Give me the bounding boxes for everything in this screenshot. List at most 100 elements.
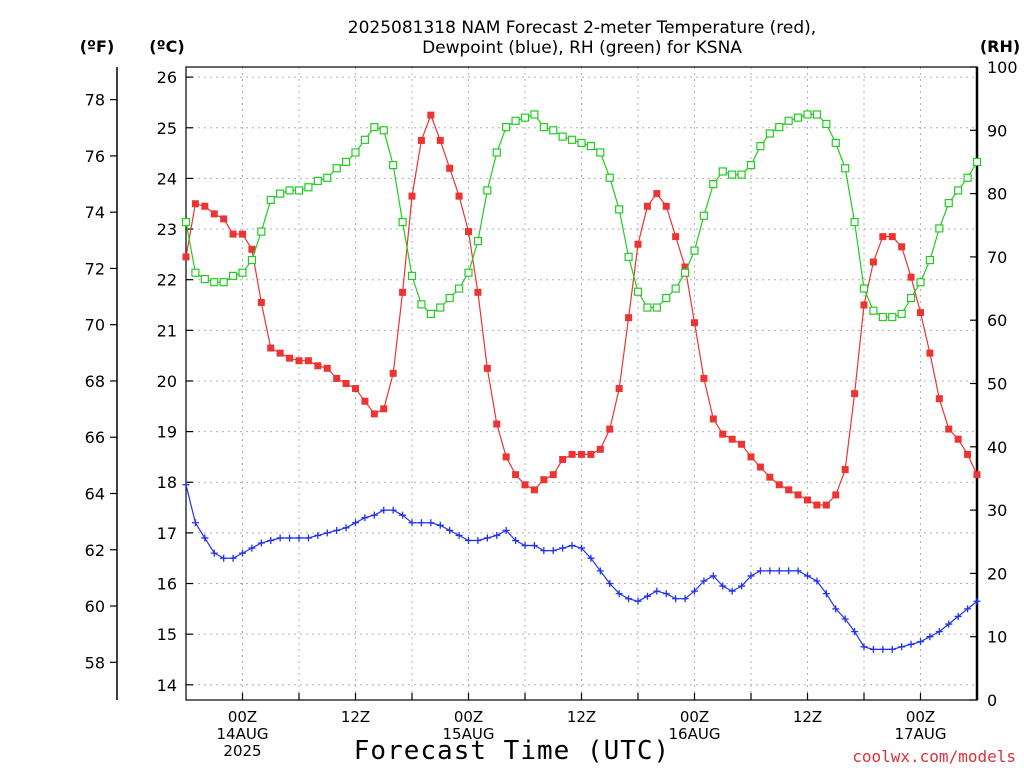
temperature-point (709, 415, 717, 423)
dewpoint-point (756, 567, 764, 575)
dewpoint-point (700, 577, 708, 585)
temperature-point (201, 202, 209, 210)
temperature-point (691, 319, 698, 327)
dewpoint-point (333, 526, 341, 534)
rh-point (954, 186, 963, 195)
dewpoint-point (860, 643, 868, 651)
fahrenheit-tick-label: 68 (85, 372, 105, 391)
temperature-point (945, 425, 953, 433)
dewpoint-point (267, 536, 275, 544)
dewpoint-point (719, 582, 727, 590)
temperature-point (210, 210, 218, 218)
dewpoint-point (691, 587, 698, 595)
fahrenheit-unit-label: (ºF) (80, 37, 115, 56)
dewpoint-point (907, 640, 915, 648)
temperature-point (672, 233, 680, 241)
temperature-point (380, 405, 388, 413)
temperature-point (756, 463, 764, 471)
rh-point (210, 278, 219, 287)
celsius-tick-label: 19 (157, 423, 177, 442)
dewpoint-point (276, 534, 284, 542)
fahrenheit-tick-label: 62 (85, 541, 105, 560)
temperature-point (549, 471, 557, 479)
temperature-point (578, 450, 585, 458)
celsius-unit-label: (ºC) (149, 37, 184, 56)
x-tick-label: 12Z (341, 708, 370, 726)
dewpoint-point (286, 534, 294, 542)
celsius-tick-label: 14 (157, 676, 177, 695)
dewpoint-point (964, 605, 972, 613)
temperature-point (399, 288, 407, 296)
temperature-point (493, 420, 501, 428)
rh-point (577, 138, 586, 148)
dewpoint-point (540, 547, 548, 555)
temperature-point (229, 230, 237, 238)
temperature-point (643, 202, 651, 210)
dewpoint-point (370, 511, 378, 519)
temperature-point (521, 481, 529, 489)
dewpoint-point (521, 542, 529, 550)
temperature-point (700, 374, 708, 382)
rh-point (963, 173, 972, 182)
dewpoint-point (295, 534, 303, 542)
rh-point (530, 110, 539, 119)
x-tick-label: 15AUG (443, 725, 495, 743)
rh-point (831, 138, 840, 148)
temperature-point (502, 453, 510, 461)
rh-point (878, 312, 887, 322)
rh-point (483, 186, 492, 195)
x-tick-label: 16AUG (669, 725, 721, 743)
dewpoint-point (323, 529, 331, 537)
temperature-point (389, 369, 397, 377)
temperature-point (860, 301, 868, 309)
rh-point (624, 252, 633, 261)
rh-point (859, 284, 869, 293)
temperature-point (615, 385, 623, 393)
fahrenheit-tick-label: 78 (85, 91, 105, 110)
rh-tick-label: 10 (987, 628, 1007, 647)
temperature-point (568, 450, 576, 458)
temperature-point (832, 491, 840, 499)
rh-point (247, 255, 257, 265)
x-tick-label: 14AUG (217, 725, 269, 743)
dewpoint-point (530, 542, 538, 550)
dewpoint-point (804, 572, 811, 580)
rh-point (690, 246, 699, 255)
celsius-tick-label: 15 (157, 625, 177, 644)
rh-point (558, 132, 567, 141)
chart-title-line-2: Dewpoint (blue), RH (green) for KSNA (422, 38, 742, 58)
dewpoint-point (229, 554, 237, 562)
rh-point (426, 309, 435, 318)
celsius-tick-label: 18 (157, 473, 177, 492)
rh-point (492, 148, 501, 157)
rh-tick-label: 70 (987, 248, 1007, 267)
rh-point (869, 306, 878, 315)
series-layer (181, 110, 982, 653)
dewpoint-point (785, 567, 793, 575)
dewpoint-point (615, 590, 623, 598)
rh-tick-label: 100 (987, 58, 1018, 77)
celsius-tick-label: 23 (157, 220, 177, 239)
dewpoint-point (869, 645, 877, 653)
temperature-point (935, 395, 943, 403)
dewpoint-point (625, 595, 633, 603)
rh-point (257, 227, 266, 236)
rh-point (228, 271, 238, 280)
rh-point (502, 123, 511, 132)
temperature-point (352, 385, 359, 393)
dewpoint-point (257, 539, 265, 547)
rh-point (389, 161, 398, 170)
dewpoint-point (314, 531, 322, 539)
dewpoint-point (483, 534, 491, 542)
temperature-point (276, 349, 284, 357)
dewpoint-point (728, 587, 736, 595)
dewpoint-point (399, 511, 407, 519)
celsius-tick-label: 25 (157, 119, 177, 138)
dewpoint-point (201, 534, 209, 542)
dewpoint-point (549, 547, 557, 555)
temperature-point (455, 192, 463, 200)
dewpoint-point (342, 524, 350, 532)
rh-point (916, 278, 925, 287)
rh-point (398, 217, 407, 227)
